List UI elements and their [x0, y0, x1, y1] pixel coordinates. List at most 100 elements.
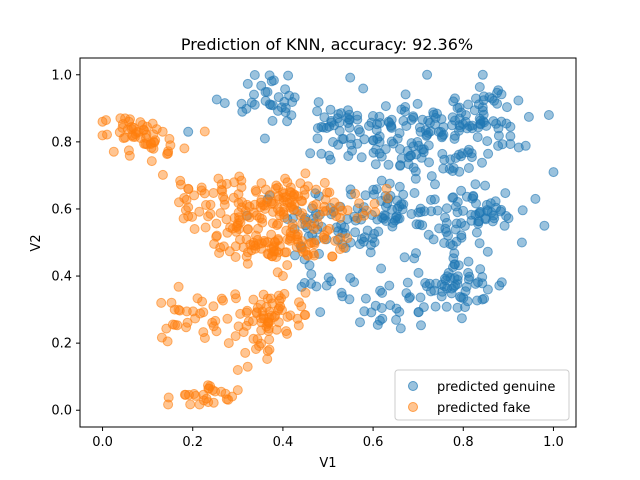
- scatter-point: [454, 102, 465, 113]
- scatter-point: [288, 191, 298, 202]
- scatter-point: [481, 120, 492, 131]
- series-genuine: [183, 69, 559, 334]
- scatter-point: [467, 193, 478, 204]
- scatter-point: [370, 207, 381, 217]
- scatter-point: [352, 110, 363, 121]
- scatter-point: [249, 99, 260, 110]
- scatter-point: [175, 175, 186, 186]
- y-tick-label: 0.4: [51, 270, 72, 285]
- scatter-point: [276, 102, 287, 113]
- scatter-point: [108, 146, 119, 157]
- scatter-point: [283, 70, 294, 81]
- scatter-point: [470, 179, 481, 190]
- scatter-point: [391, 211, 402, 222]
- scatter-point: [396, 199, 407, 210]
- scatter-point: [335, 233, 346, 243]
- scatter-point: [374, 315, 385, 326]
- scatter-point: [345, 72, 356, 83]
- scatter-point: [466, 209, 477, 220]
- scatter-point: [429, 194, 440, 205]
- scatter-point: [400, 102, 411, 112]
- scatter-point: [445, 154, 456, 165]
- scatter-point: [297, 196, 308, 207]
- scatter-point: [272, 267, 283, 278]
- scatter-point: [189, 190, 200, 201]
- scatter-point: [499, 220, 510, 231]
- scatter-point: [165, 140, 176, 151]
- scatter-point: [275, 206, 286, 217]
- scatter-point: [237, 106, 248, 117]
- scatter-point: [441, 217, 452, 228]
- scatter-point: [325, 104, 336, 115]
- scatter-point: [395, 160, 406, 171]
- scatter-point: [452, 197, 463, 207]
- scatter-point: [400, 89, 411, 100]
- scatter-point: [430, 301, 441, 312]
- scatter-point: [277, 271, 288, 281]
- x-tick-label: 0.6: [363, 435, 384, 450]
- scatter-point: [448, 253, 459, 264]
- scatter-point: [262, 354, 273, 364]
- scatter-point: [513, 95, 524, 106]
- scatter-point: [449, 93, 460, 104]
- scatter-point: [264, 344, 275, 355]
- scatter-point: [249, 89, 259, 100]
- scatter-point: [482, 136, 493, 147]
- scatter-point: [299, 190, 310, 201]
- scatter-point: [326, 276, 337, 287]
- scatter-point: [201, 393, 212, 404]
- scatter-point: [505, 139, 516, 149]
- scatter-point: [169, 304, 180, 315]
- scatter-point: [235, 308, 246, 319]
- scatter-point: [258, 289, 269, 300]
- scatter-point: [439, 273, 450, 284]
- scatter-point: [262, 87, 273, 97]
- scatter-point: [266, 229, 277, 240]
- scatter-point: [410, 173, 421, 184]
- scatter-point: [324, 150, 335, 161]
- scatter-point: [243, 316, 254, 327]
- scatter-point: [376, 263, 387, 274]
- scatter-point: [141, 129, 152, 140]
- scatter-point: [181, 322, 192, 333]
- scatter-point: [251, 210, 262, 221]
- scatter-point: [463, 163, 474, 173]
- scatter-point: [315, 307, 326, 318]
- scatter-point: [187, 211, 198, 222]
- scatter-point: [123, 145, 134, 156]
- scatter-point: [493, 123, 504, 134]
- scatter-point: [375, 285, 386, 296]
- scatter-point: [398, 189, 409, 200]
- scatter-point: [428, 107, 439, 118]
- y-tick-label: 0.6: [51, 202, 72, 217]
- scatter-point: [203, 211, 214, 222]
- scatter-point: [395, 144, 405, 154]
- scatter-point: [477, 157, 487, 168]
- scatter-point: [97, 130, 108, 141]
- x-tick-label: 0.8: [453, 435, 474, 450]
- scatter-point: [146, 156, 157, 167]
- scatter-point: [395, 323, 406, 334]
- scatter-point: [437, 131, 448, 141]
- scatter-point: [308, 200, 319, 211]
- scatter-point: [222, 227, 233, 238]
- scatter-point: [452, 302, 463, 313]
- scatter-point: [282, 116, 293, 127]
- scatter-point: [375, 118, 385, 129]
- scatter-point: [494, 280, 505, 291]
- scatter-point: [441, 227, 452, 237]
- scatter-point: [221, 214, 232, 225]
- scatter-point: [543, 110, 554, 120]
- scatter-point: [376, 175, 387, 186]
- scatter-point: [456, 230, 467, 241]
- scatter-point: [194, 206, 205, 217]
- scatter-point: [280, 84, 291, 95]
- scatter-point: [241, 320, 252, 331]
- scatter-point: [216, 293, 227, 304]
- scatter-point: [200, 222, 211, 233]
- scatter-point: [222, 313, 233, 324]
- scatter-point: [413, 307, 424, 317]
- scatter-point: [436, 279, 447, 290]
- scatter-point: [224, 246, 235, 257]
- scatter-point: [412, 98, 423, 109]
